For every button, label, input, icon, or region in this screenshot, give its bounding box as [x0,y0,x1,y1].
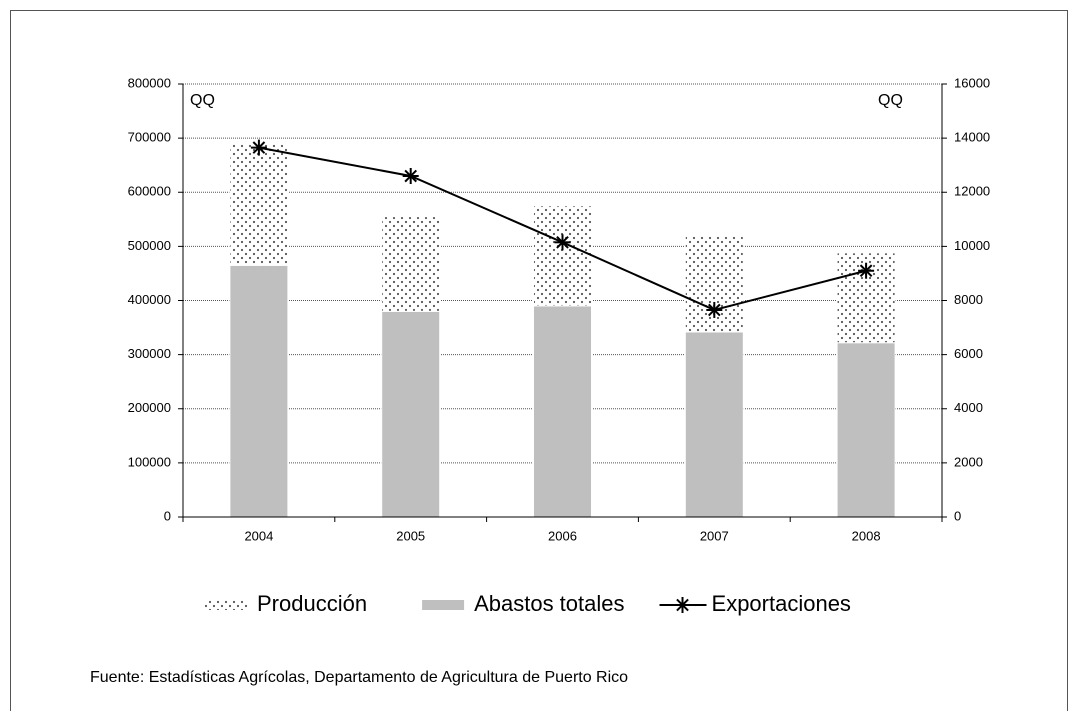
y2-tick-label: 0 [954,508,961,523]
bar-segment [229,264,289,518]
y-tick-label: 0 [164,508,171,523]
y2-tick-label: 12000 [954,184,990,199]
y-axis-label: QQ [190,92,215,109]
line-marker [250,139,267,156]
y-tick-label: 300000 [128,346,171,361]
y2-tick-label: 10000 [954,238,990,253]
y-tick-label: 700000 [128,130,171,145]
bar-segment [533,205,592,307]
legend-swatch [422,600,465,610]
legend-label: Abastos totales [474,591,624,616]
line-marker [858,262,875,279]
bar-segment [533,305,592,518]
y2-tick-label: 4000 [954,400,983,415]
x-tick-label: 2007 [700,528,729,543]
legend-label: Exportaciones [712,591,851,616]
y2-tick-label: 8000 [954,292,983,307]
y-tick-label: 500000 [128,238,171,253]
marker-stroke [404,169,418,183]
source-note: Fuente: Estadísticas Agrícolas, Departam… [90,669,628,686]
y-tick-label: 100000 [128,454,171,469]
y2-axis-label: QQ [878,92,903,109]
bar-segment [381,310,441,518]
marker-stroke [556,236,569,249]
y-tick-label: 800000 [128,75,171,90]
y2-tick-label: 2000 [954,454,983,469]
bar-segment [684,331,744,518]
line-marker [402,168,419,185]
y2-tick-label: 6000 [954,346,983,361]
frame [10,10,1068,711]
bar-segment [229,143,289,266]
legend-label: Producción [257,591,367,616]
marker-stroke [252,141,266,154]
x-tick-label: 2004 [244,528,273,543]
y-tick-label: 200000 [128,400,171,415]
marker-stroke [676,598,689,612]
y-tick-label: 600000 [128,184,171,199]
marker-stroke [707,303,721,317]
line-marker [706,301,723,318]
x-tick-label: 2006 [548,528,577,543]
bar-segment [836,342,896,518]
y-tick-label: 400000 [128,292,171,307]
x-tick-label: 2008 [852,528,881,543]
bar-segment [381,216,441,312]
y2-tick-label: 14000 [954,130,990,145]
legend-marker [674,597,691,613]
line-marker [554,234,571,251]
y2-tick-label: 16000 [954,75,990,90]
marker-stroke [859,264,873,278]
legend-swatch [205,600,247,610]
x-tick-label: 2005 [396,528,425,543]
